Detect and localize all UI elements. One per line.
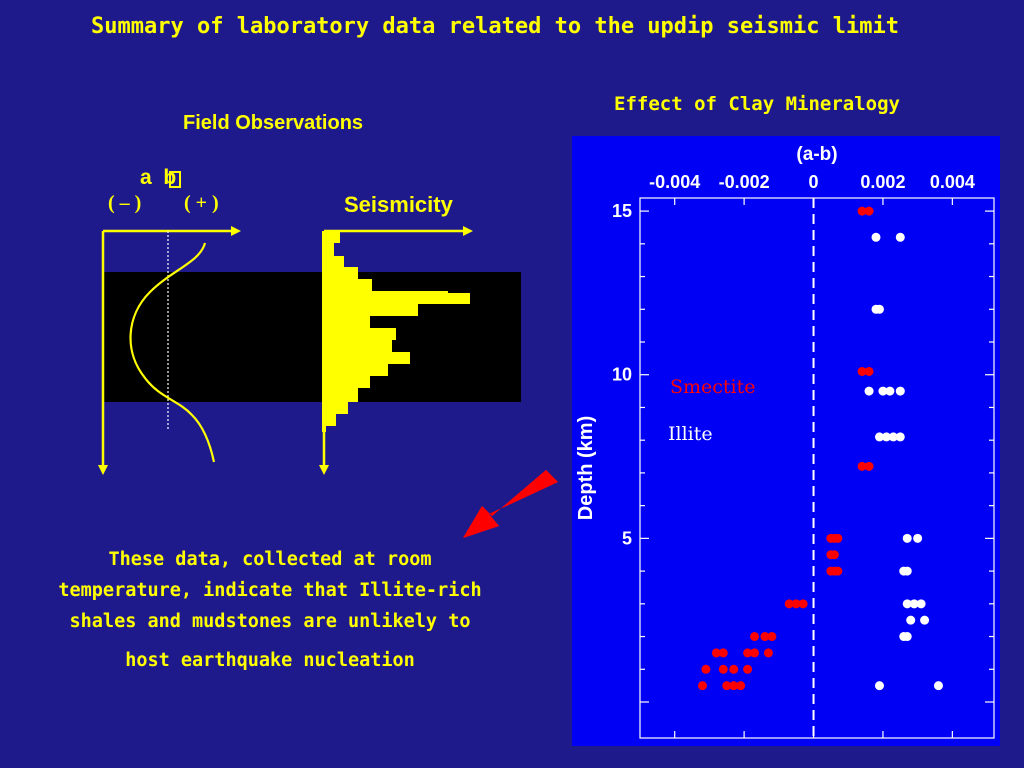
data-points <box>697 206 943 691</box>
data-point-smectite <box>791 599 801 609</box>
slide-title: Summary of laboratory data related to th… <box>91 14 899 39</box>
legend-illite: Illite <box>668 423 713 445</box>
y-ticks: 5 10 15 <box>612 201 994 703</box>
data-point-illite <box>895 432 905 442</box>
ab-label: a b <box>140 166 181 190</box>
data-point-smectite <box>784 599 794 609</box>
data-point-smectite <box>718 664 728 674</box>
y-tick-label: 10 <box>612 365 632 385</box>
data-point-smectite <box>701 664 711 674</box>
data-point-smectite <box>763 648 773 658</box>
data-point-smectite <box>829 550 839 560</box>
x-tick-label: 0.004 <box>930 172 975 192</box>
data-point-illite <box>874 432 884 442</box>
data-point-illite <box>902 632 912 642</box>
field-observations-diagram <box>98 226 521 475</box>
data-point-smectite <box>857 366 867 376</box>
plot-frame <box>639 197 995 739</box>
data-point-illite <box>916 599 926 609</box>
seismicity-histogram <box>322 231 470 432</box>
data-point-illite <box>885 386 895 396</box>
clay-mineralogy-chart: (a-b) Depth (km) -0.004 -0.002 0 0.002 0.004… <box>572 136 1000 746</box>
y-tick-label: 5 <box>622 528 632 548</box>
data-point-illite <box>895 232 905 242</box>
data-point-smectite <box>722 681 732 691</box>
data-point-illite <box>874 304 884 314</box>
pointer-arrow-icon <box>463 470 558 538</box>
negative-label: ( – ) <box>108 192 142 214</box>
data-point-smectite <box>750 632 760 642</box>
x-tick-label: 0 <box>809 172 819 192</box>
data-point-smectite <box>857 206 867 216</box>
data-point-smectite <box>864 461 874 471</box>
conclusion-note: These data, collected at room temperatur… <box>20 544 520 676</box>
note-line: temperature, indicate that Illite-rich <box>58 580 482 601</box>
data-point-smectite <box>798 599 808 609</box>
ab-profile-curve <box>129 242 216 463</box>
data-point-smectite <box>736 681 746 691</box>
data-point-illite <box>902 533 912 543</box>
legend-smectite: Smectite <box>670 376 756 398</box>
x-tick-label: -0.002 <box>719 172 770 192</box>
data-point-illite <box>933 681 943 691</box>
data-point-illite <box>909 599 919 609</box>
data-point-smectite <box>760 632 770 642</box>
data-point-smectite <box>857 461 867 471</box>
clay-mineralogy-heading: Effect of Clay Mineralogy <box>614 93 900 115</box>
chart-background <box>572 136 1000 746</box>
note-line: host earthquake nucleation <box>125 650 415 671</box>
data-point-illite <box>902 599 912 609</box>
data-point-smectite <box>729 681 739 691</box>
x-tick-label: -0.004 <box>649 172 700 192</box>
data-point-smectite <box>743 664 753 674</box>
data-point-smectite <box>833 566 843 576</box>
y-tick-label: 15 <box>612 201 632 221</box>
data-point-smectite <box>833 533 843 543</box>
data-point-smectite <box>729 664 739 674</box>
data-point-smectite <box>711 648 721 658</box>
field-observations-heading: Field Observations <box>183 112 364 134</box>
data-point-smectite <box>750 648 760 658</box>
note-line: shales and mudstones are unlikely to <box>69 611 471 632</box>
data-point-illite <box>906 615 916 625</box>
x-tick-label: 0.002 <box>860 172 905 192</box>
x-ticks: -0.004 -0.002 0 0.002 0.004 <box>649 172 975 738</box>
data-point-illite <box>878 386 888 396</box>
note-line: These data, collected at room <box>108 549 432 570</box>
data-point-illite <box>902 566 912 576</box>
y-axis-label: Depth (km) <box>575 416 597 520</box>
data-point-smectite <box>718 648 728 658</box>
seismicity-label: Seismicity <box>344 192 453 217</box>
data-point-smectite <box>697 681 707 691</box>
data-point-illite <box>874 681 884 691</box>
x-axis-label: (a-b) <box>796 144 837 165</box>
data-point-smectite <box>864 206 874 216</box>
data-point-smectite <box>864 366 874 376</box>
data-point-illite <box>920 615 930 625</box>
data-point-illite <box>888 432 898 442</box>
positive-label: ( + ) <box>184 192 219 214</box>
data-point-illite <box>864 386 874 396</box>
data-point-illite <box>881 432 891 442</box>
seismogenic-zone-band <box>103 272 521 402</box>
data-point-smectite <box>743 648 753 658</box>
data-point-illite <box>871 232 881 242</box>
data-point-illite <box>913 533 923 543</box>
data-point-smectite <box>767 632 777 642</box>
data-point-illite <box>895 386 905 396</box>
ab-symbol-box <box>169 171 181 188</box>
